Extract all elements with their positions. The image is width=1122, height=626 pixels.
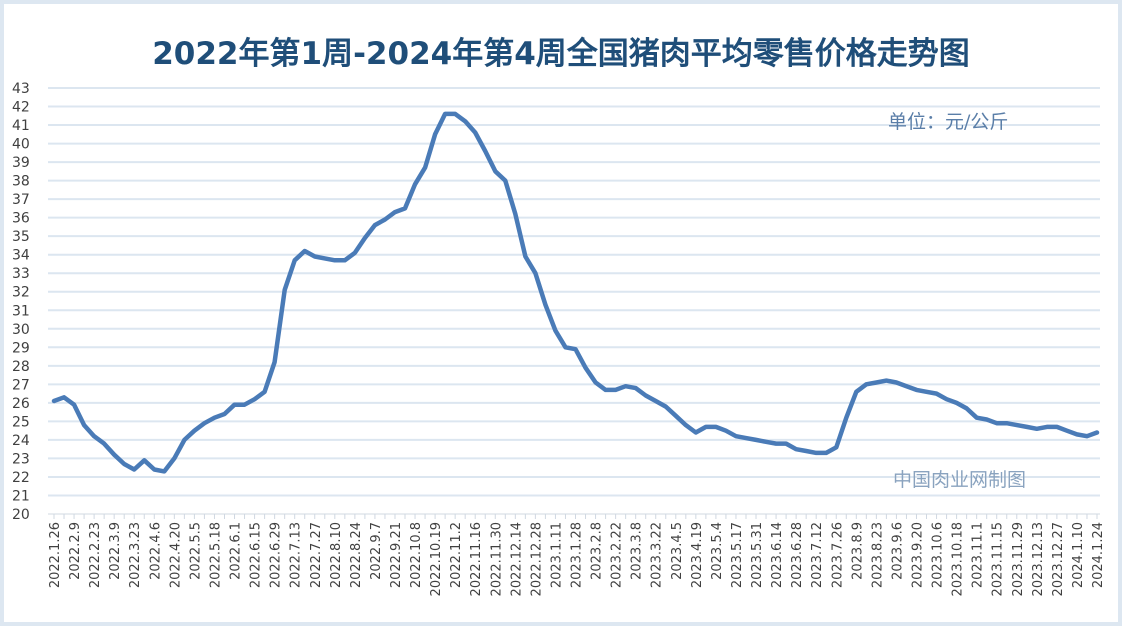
x-tick-label: 2023.7.12 [810,522,825,588]
y-tick-label: 40 [12,137,30,153]
y-tick-label: 39 [12,155,30,171]
y-tick-label: 41 [12,118,30,134]
x-tick-label: 2022.5.18 [208,522,223,588]
y-tick-label: 23 [12,451,30,467]
x-tick-label: 2023.3.8 [630,522,645,580]
source-label: 中国肉业网制图 [893,469,1026,491]
x-tick-label: 2023.6.14 [770,522,785,588]
x-tick-label: 2023.11.29 [1011,522,1026,596]
y-tick-label: 26 [12,396,30,412]
x-tick-label: 2023.12.13 [1031,522,1046,596]
x-tick-label: 2022.8.10 [329,522,344,588]
x-tick-label: 2022.10.19 [429,522,444,596]
x-tick-label: 2022.8.24 [349,522,364,588]
y-tick-label: 21 [12,488,30,504]
x-tick-label: 2023.5.31 [750,522,765,588]
x-tick-label: 2023.9.20 [910,522,925,588]
x-tick-label: 2023.11.15 [991,522,1006,596]
y-tick-label: 27 [12,377,30,393]
unit-label: 单位：元/公斤 [888,111,1008,133]
x-tick-label: 2022.12.14 [509,522,524,596]
x-tick-label: 2022.6.15 [249,522,264,588]
x-tick-label: 2022.3.23 [128,522,143,588]
x-tick-label: 2023.8.23 [870,522,885,588]
y-tick-label: 24 [12,433,30,449]
x-tick-label: 2023.10.6 [931,522,946,588]
x-tick-label: 2023.8.9 [850,522,865,580]
x-tick-label: 2023.2.22 [610,522,625,588]
y-tick-label: 43 [12,81,30,97]
y-tick-label: 34 [12,248,30,264]
x-tick-label: 2023.11.1 [971,522,986,588]
x-tick-label: 2022.7.27 [309,522,324,588]
x-tick-label: 2022.1.26 [48,522,63,588]
y-tick-label: 31 [12,303,30,319]
x-tick-label: 2023.2.8 [590,522,605,580]
x-tick-label: 2023.5.4 [710,522,725,580]
y-tick-label: 20 [12,507,30,523]
x-tick-label: 2022.10.8 [409,522,424,588]
y-tick-label: 30 [12,322,30,338]
x-tick-label: 2022.12.28 [529,522,544,596]
y-tick-label: 32 [12,285,30,301]
gridlines [48,87,1100,497]
x-axis: 2022.1.26 2022.2.9 2022.2.23 2022.3.9 2022.3… [48,513,1106,596]
x-tick-label: 2022.4.20 [168,522,183,588]
x-tick-label: 2022.4.6 [148,522,163,580]
y-tick-label: 37 [12,192,30,208]
x-tick-label: 2022.11.2 [449,522,464,588]
y-axis: 20 21 22 23 24 25 26 27 28 29 30 31 32 33 34 35 36 37 38 39… [12,81,30,523]
x-tick-label: 2023.12.27 [1051,522,1066,596]
x-tick-label: 2023.1.28 [570,522,585,588]
x-tick-label: 2022.5.5 [188,522,203,580]
y-tick-label: 35 [12,229,30,245]
x-tick-label: 2023.4.19 [690,522,705,588]
x-tick-label: 2022.2.9 [68,522,83,580]
x-tick-label: 2023.5.17 [730,522,745,588]
y-tick-label: 22 [12,470,30,486]
y-tick-label: 29 [12,340,30,356]
x-tick-label: 2023.6.28 [790,522,805,588]
y-tick-label: 33 [12,266,30,282]
x-tick-label: 2022.2.23 [88,522,103,588]
chart-title: 2022年第1周-2024年第4周全国猪肉平均零售价格走势图 [152,36,970,72]
x-tick-label: 2024.1.24 [1091,522,1106,588]
x-tick-label: 2023.4.5 [670,522,685,580]
x-tick-label: 2023.7.26 [830,522,845,588]
price-line [51,111,1100,474]
x-tick-label: 2023.1.11 [549,522,564,588]
x-tick-label: 2022.11.30 [489,522,504,596]
x-tick-label: 2022.7.13 [289,522,304,588]
x-tick-label: 2023.9.6 [890,522,905,580]
x-tick-label: 2022.9.21 [389,522,404,588]
x-tick-label: 2024.1.10 [1071,522,1086,588]
x-tick-label: 2022.6.29 [269,522,284,588]
x-tick-label: 2022.11.16 [469,522,484,596]
x-tick-label: 2022.3.9 [108,522,123,580]
x-tick-label: 2023.3.22 [650,522,665,588]
x-tick-label: 2023.10.18 [951,522,966,596]
y-tick-label: 38 [12,174,30,190]
y-tick-label: 28 [12,359,30,375]
x-tick-label: 2022.9.7 [369,522,384,580]
y-tick-label: 42 [12,100,30,116]
x-tick-label: 2022.6.1 [229,522,244,580]
y-tick-label: 36 [12,211,30,227]
y-tick-label: 25 [12,414,30,430]
